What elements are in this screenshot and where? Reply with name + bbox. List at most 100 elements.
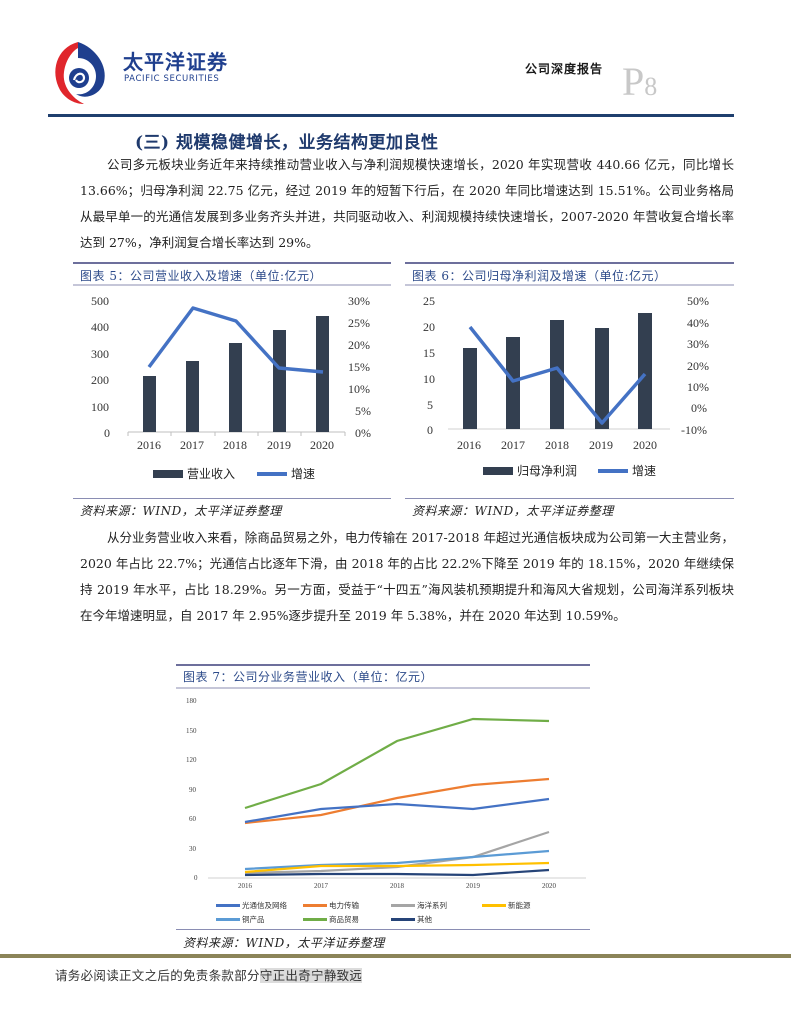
figure7-title-underline <box>176 687 590 689</box>
figure6-source: 资料来源：WIND，太平洋证券整理 <box>412 504 614 518</box>
x-tick: 2016 <box>137 438 161 452</box>
legend-label: 归母净利润 <box>517 464 578 478</box>
y-tick: 20 <box>423 320 435 334</box>
legend-power-transmission: 电力传输 <box>303 900 359 911</box>
y-tick: 0 <box>194 874 198 882</box>
legend-optical-comm: 光通信及网络 <box>216 900 287 911</box>
paragraph-text: 公司多元板块业务近年来持续推动营业收入与净利润规模快速增长，2020 年实现营收… <box>80 157 734 250</box>
legend-label: 商品贸易 <box>329 915 359 924</box>
line-swatch-icon <box>303 904 327 907</box>
company-logo: 太平洋证券 PACIFIC SECURITIES <box>48 40 227 106</box>
y-tick: 25 <box>423 294 435 308</box>
page-prefix: P <box>622 59 645 104</box>
figure6-title: 图表 6：公司归母净利润及增速（单位:亿元） <box>412 269 667 283</box>
x-tick: 2018 <box>223 438 247 452</box>
figure6-top-rule <box>405 262 734 264</box>
figure5-title-underline <box>73 284 391 286</box>
legend-copper-products: 铜产品 <box>216 914 265 925</box>
legend-revenue: 营业收入 <box>153 465 235 482</box>
line-swatch-icon <box>391 918 415 921</box>
x-tick: 2019 <box>589 438 613 452</box>
y2-tick: 20% <box>687 359 709 373</box>
y2-tick: 5% <box>355 404 371 418</box>
legend-label: 铜产品 <box>242 915 265 924</box>
legend-label: 增速 <box>291 467 316 481</box>
line-swatch-icon <box>598 468 628 473</box>
y2-tick: 0% <box>691 401 707 415</box>
x-tick: 2019 <box>466 882 480 890</box>
legend-net-profit: 归母净利润 <box>483 462 577 479</box>
legend-label: 营业收入 <box>187 467 236 481</box>
figure5-chart: 500 400 300 200 100 0 30% 25% 20% 15% 10… <box>73 290 391 490</box>
page-digit: 8 <box>644 72 658 101</box>
x-tick: 2019 <box>267 438 291 452</box>
bar-swatch-icon <box>483 466 513 475</box>
legend-marine-series: 海洋系列 <box>391 900 447 911</box>
x-tick: 2018 <box>545 438 569 452</box>
y2-tick: 15% <box>348 360 370 374</box>
legend-label: 电力传输 <box>329 901 359 910</box>
x-tick: 2016 <box>457 438 481 452</box>
y-tick: 5 <box>427 398 433 412</box>
y2-tick: -10% <box>681 423 707 437</box>
y-tick: 30 <box>189 845 196 853</box>
y-tick: 100 <box>91 400 109 414</box>
figure5-source: 资料来源：WIND，太平洋证券整理 <box>80 504 282 518</box>
x-tick: 2020 <box>633 438 657 452</box>
page-number: P8 <box>622 62 657 107</box>
x-tick: 2017 <box>180 438 204 452</box>
figure5-top-rule <box>73 262 391 264</box>
y2-tick: 30% <box>348 294 370 308</box>
company-motto: 守正出奇宁静致远 <box>259 968 363 983</box>
legend-label: 光通信及网络 <box>242 901 287 910</box>
y2-tick: 20% <box>348 338 370 352</box>
figure7-source: 资料来源：WIND，太平洋证券整理 <box>183 936 385 950</box>
figure6-source-rule <box>405 498 734 499</box>
figure6-plot <box>448 313 670 430</box>
x-tick: 2020 <box>310 438 334 452</box>
y-tick: 60 <box>189 815 196 823</box>
line-swatch-icon <box>216 904 240 907</box>
figure7-source-rule <box>176 929 590 930</box>
y2-tick: 10% <box>687 380 709 394</box>
bar-swatch-icon <box>153 469 183 478</box>
y2-tick: 40% <box>687 316 709 330</box>
y2-tick: 25% <box>348 316 370 330</box>
legend-growth: 增速 <box>257 465 315 482</box>
y2-tick: 50% <box>687 294 709 308</box>
y-tick: 15 <box>423 346 435 360</box>
x-tick: 2020 <box>542 882 556 890</box>
figure5-source-rule <box>73 498 391 499</box>
y-tick: 300 <box>91 347 109 361</box>
legend-label: 增速 <box>632 464 657 478</box>
y-tick: 0 <box>104 426 110 440</box>
pacific-securities-logo-icon <box>55 42 105 104</box>
y2-tick: 0% <box>355 426 371 440</box>
y-tick: 200 <box>91 373 109 387</box>
y-tick: 0 <box>427 423 433 437</box>
y-tick: 180 <box>186 697 197 705</box>
disclaimer-text: 请务必阅读正文之后的免责条款部分 <box>55 968 260 983</box>
x-tick: 2018 <box>390 882 404 890</box>
y-tick: 90 <box>189 786 196 794</box>
legend-label: 新能源 <box>508 901 531 910</box>
body-paragraph-2: 从分业务营业收入来看，除商品贸易之外，电力传输在 2017-2018 年超过光通… <box>80 525 734 629</box>
line-swatch-icon <box>303 918 327 921</box>
logo-english-name: PACIFIC SECURITIES <box>124 74 220 84</box>
legend-label: 其他 <box>417 915 432 924</box>
x-tick: 2016 <box>238 882 252 890</box>
legend-growth: 增速 <box>598 462 656 479</box>
y2-tick: 10% <box>348 382 370 396</box>
footer: 请务必阅读正文之后的免责条款部分守正出奇宁静致远 <box>55 965 363 984</box>
line-swatch-icon <box>216 918 240 921</box>
figure6-chart: 25 20 15 10 5 0 50% 40% 30% 20% 10% 0% -… <box>405 290 734 490</box>
footer-divider <box>0 954 791 958</box>
y-tick: 500 <box>91 294 109 308</box>
legend-other: 其他 <box>391 914 432 925</box>
body-paragraph-1: 公司多元板块业务近年来持续推动营业收入与净利润规模快速增长，2020 年实现营收… <box>80 152 734 256</box>
figure7-title: 图表 7：公司分业务营业收入（单位：亿元） <box>183 670 433 684</box>
y-tick: 120 <box>186 756 197 764</box>
figure7-top-rule <box>176 664 590 666</box>
legend-new-energy: 新能源 <box>482 900 531 911</box>
y-tick: 400 <box>91 320 109 334</box>
